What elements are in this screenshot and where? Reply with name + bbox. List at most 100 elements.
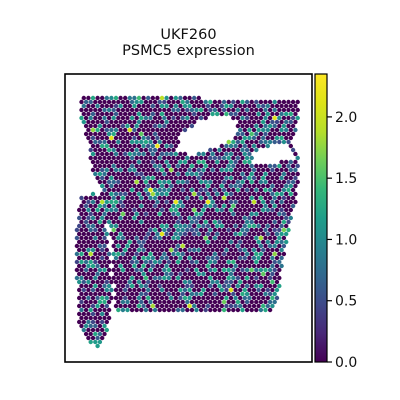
spot xyxy=(208,163,213,169)
spot xyxy=(203,227,208,233)
spot xyxy=(166,299,172,305)
spot xyxy=(125,283,130,289)
spot xyxy=(238,135,243,141)
spot xyxy=(159,135,165,141)
spot xyxy=(196,303,201,309)
spot xyxy=(194,307,199,313)
spot xyxy=(185,211,190,217)
spot xyxy=(159,199,165,205)
spot xyxy=(196,159,201,165)
spot xyxy=(178,239,183,245)
spot xyxy=(139,99,144,105)
spot xyxy=(256,287,261,293)
spot xyxy=(279,247,284,253)
spot xyxy=(212,243,218,249)
spot xyxy=(169,151,174,157)
spot xyxy=(261,183,266,189)
spot xyxy=(79,211,84,217)
spot xyxy=(162,251,167,257)
spot xyxy=(192,223,197,229)
spot xyxy=(180,299,185,305)
spot xyxy=(123,223,128,229)
spot xyxy=(148,187,153,193)
spot xyxy=(136,119,142,125)
spot xyxy=(270,199,275,205)
spot xyxy=(139,211,144,217)
spot xyxy=(157,275,162,281)
spot xyxy=(279,223,284,229)
spot xyxy=(162,299,167,305)
spot xyxy=(166,99,172,105)
spot xyxy=(178,127,183,133)
spot xyxy=(201,103,206,109)
spot xyxy=(93,299,98,305)
spot xyxy=(217,251,222,257)
spot xyxy=(97,339,103,345)
spot xyxy=(102,203,107,209)
spot xyxy=(279,159,284,165)
spot xyxy=(240,283,245,289)
spot xyxy=(129,211,135,217)
spot xyxy=(113,111,119,117)
spot xyxy=(106,211,112,217)
spot xyxy=(169,103,174,109)
spot xyxy=(256,143,261,149)
spot xyxy=(132,231,137,237)
spot xyxy=(277,163,282,169)
spot xyxy=(132,191,137,197)
spot xyxy=(254,131,259,137)
spot xyxy=(95,263,100,269)
spot xyxy=(116,139,121,145)
spot xyxy=(267,211,273,217)
spot xyxy=(231,147,236,153)
spot xyxy=(171,211,176,217)
spot xyxy=(261,295,266,301)
spot xyxy=(93,211,98,217)
spot xyxy=(173,183,178,189)
spot xyxy=(90,263,96,269)
spot xyxy=(185,163,190,169)
spot xyxy=(238,175,243,181)
spot xyxy=(235,251,241,257)
spot xyxy=(118,295,123,301)
spot xyxy=(226,227,231,233)
spot xyxy=(148,203,153,209)
spot xyxy=(159,167,165,173)
spot xyxy=(83,283,89,289)
spot xyxy=(251,119,257,125)
spot xyxy=(238,199,243,205)
spot xyxy=(277,219,282,225)
spot xyxy=(254,283,259,289)
spot xyxy=(194,275,199,281)
spot xyxy=(272,259,277,265)
spot xyxy=(251,167,257,173)
spot xyxy=(242,111,247,117)
spot xyxy=(238,279,243,285)
spot xyxy=(116,179,121,185)
spot xyxy=(173,127,178,133)
spot xyxy=(277,171,282,177)
spot xyxy=(208,203,213,209)
spot xyxy=(274,167,280,173)
spot xyxy=(150,223,155,229)
spot xyxy=(116,107,121,113)
spot xyxy=(224,151,229,157)
spot xyxy=(169,95,174,101)
spot xyxy=(284,183,289,189)
spot xyxy=(93,155,98,161)
spot xyxy=(247,271,252,277)
spot xyxy=(143,283,149,289)
spot xyxy=(178,287,183,293)
spot xyxy=(111,251,116,257)
spot xyxy=(150,143,155,149)
spot xyxy=(113,239,119,245)
spot xyxy=(173,103,178,109)
spot xyxy=(270,111,275,117)
spot xyxy=(272,283,277,289)
spot xyxy=(159,111,165,117)
spot xyxy=(254,171,259,177)
spot xyxy=(173,271,178,277)
spot xyxy=(97,323,103,329)
spot xyxy=(221,195,227,201)
spot xyxy=(201,287,206,293)
